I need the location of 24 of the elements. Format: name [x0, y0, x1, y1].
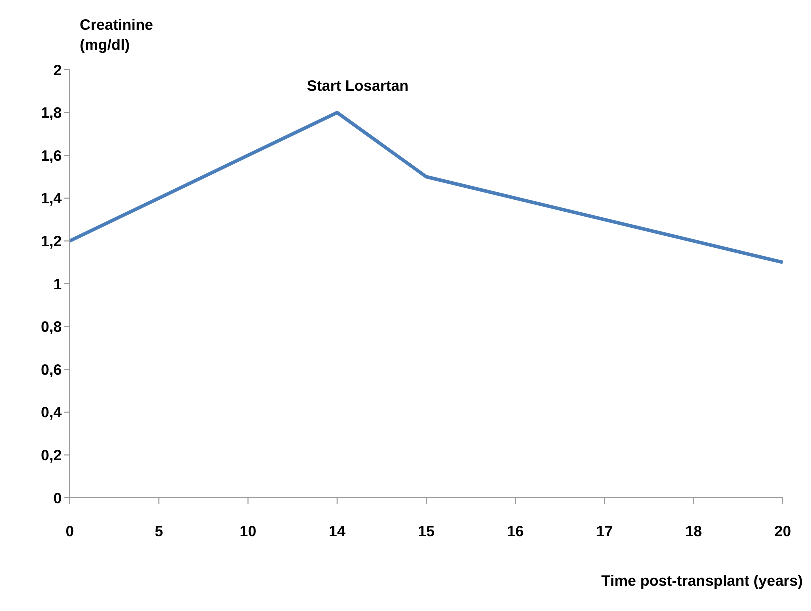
y-tick-label: 1,6 — [41, 148, 62, 165]
y-tick-label: 0,8 — [41, 319, 62, 336]
y-tick-label: 1,8 — [41, 105, 62, 122]
y-tick-label: 1,2 — [41, 234, 62, 251]
x-tick-label: 20 — [774, 524, 792, 541]
y-tick-label: 1,4 — [41, 190, 63, 208]
line-series — [68, 111, 785, 264]
y-tick-label: 0 — [54, 490, 62, 508]
y-tick-label: 2 — [54, 62, 62, 80]
y-tick-label: 1 — [54, 276, 62, 294]
y-tick-label: 0,2 — [41, 448, 62, 465]
x-axis-title: Time post-transplant (years) — [602, 573, 803, 590]
y-axis-title: Creatinine (mg/dl) — [80, 16, 154, 56]
x-tick-label: 15 — [418, 524, 435, 541]
x-tick-label: 10 — [240, 524, 257, 541]
y-tick-label: 0,6 — [41, 362, 62, 379]
x-tick-label: 5 — [154, 524, 164, 541]
x-tick-label: 18 — [686, 524, 702, 541]
x-tick-label: 17 — [596, 524, 614, 541]
annotation: Start Losartan — [306, 78, 410, 95]
x-tick-label: 14 — [329, 524, 346, 541]
x-tick-label: 0 — [66, 524, 74, 541]
x-tick-label: 16 — [507, 524, 524, 541]
y-tick-label: 0,4 — [41, 404, 63, 422]
